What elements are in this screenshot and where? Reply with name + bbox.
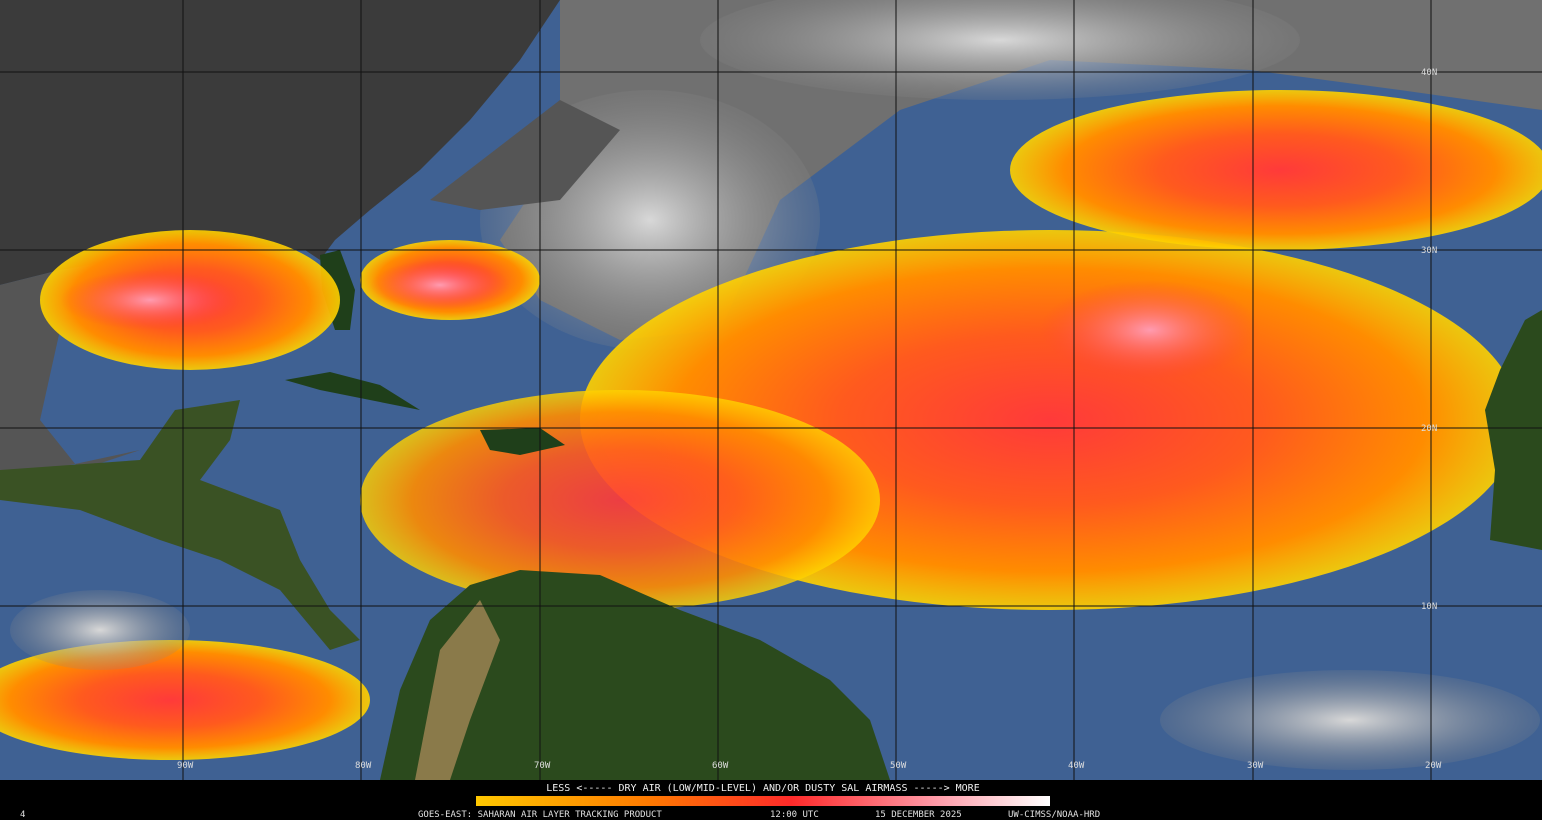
legend-colorbar	[476, 796, 1050, 806]
sal-core	[370, 260, 510, 310]
hispaniola	[480, 428, 565, 455]
sal-airmass	[0, 640, 370, 760]
time: 12:00 UTC	[770, 810, 819, 820]
north-america	[0, 0, 560, 285]
africa	[1485, 310, 1542, 550]
lon-label: 90W	[177, 761, 194, 771]
corner-number: 4	[20, 810, 25, 820]
grid-labels: 40N 30N 20N 10N 90W 80W 70W 60W 50W 40W 30W 20W	[177, 68, 1442, 771]
lon-label: 30W	[1247, 761, 1264, 771]
sal-core	[1040, 280, 1260, 380]
lon-label: 20W	[1425, 761, 1442, 771]
credit: UW-CIMSS/NOAA-HRD	[1008, 810, 1100, 820]
lat-label: 40N	[1421, 68, 1437, 78]
andes	[415, 600, 500, 780]
lat-label: 30N	[1421, 246, 1437, 256]
lon-label: 50W	[890, 761, 907, 771]
lat-label: 20N	[1421, 424, 1437, 434]
central-america	[0, 400, 360, 650]
north-clouds	[500, 0, 1542, 340]
product-name: GOES-EAST: SAHARAN AIR LAYER TRACKING PR…	[418, 810, 662, 820]
cloud-mass	[700, 0, 1300, 100]
date: 15 DECEMBER 2025	[875, 810, 962, 820]
cloud-mass	[1160, 670, 1540, 770]
lon-label: 70W	[534, 761, 551, 771]
cloud-mass	[10, 590, 190, 670]
cloud-mass	[430, 100, 620, 210]
lon-label: 60W	[712, 761, 729, 771]
imagery	[0, 0, 1542, 780]
lat-label: 10N	[1421, 602, 1437, 612]
south-america	[380, 570, 890, 780]
sal-airmass	[360, 390, 880, 610]
legend-text: LESS <----- DRY AIR (LOW/MID-LEVEL) AND/…	[546, 783, 979, 794]
sal-core	[60, 270, 240, 330]
sal-airmass	[1010, 90, 1542, 250]
graticule	[0, 0, 1542, 780]
lon-label: 40W	[1068, 761, 1085, 771]
lon-label: 80W	[355, 761, 372, 771]
cuba	[285, 372, 420, 410]
